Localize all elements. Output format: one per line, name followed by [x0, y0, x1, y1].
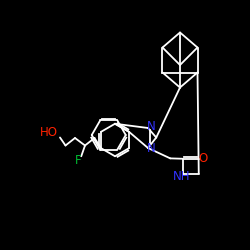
Text: O: O	[198, 152, 208, 164]
Text: HO: HO	[40, 126, 58, 138]
Text: F: F	[75, 154, 82, 168]
Text: N: N	[146, 142, 156, 156]
Text: NH: NH	[172, 170, 190, 183]
Text: N: N	[146, 120, 156, 134]
